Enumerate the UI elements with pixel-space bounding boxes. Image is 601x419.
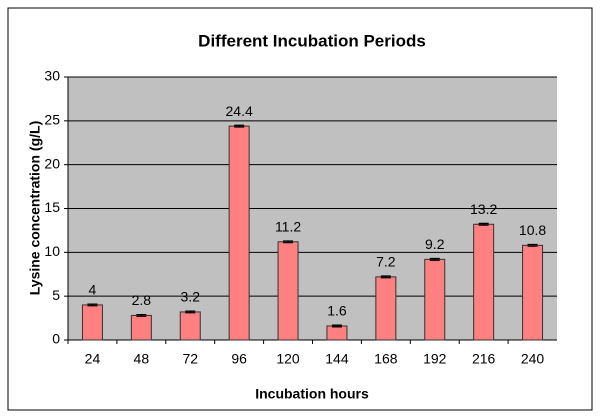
error-bar — [429, 257, 440, 261]
x-tick-label: 240 — [521, 351, 545, 367]
bar — [522, 244, 544, 341]
data-label: 24.4 — [226, 103, 253, 119]
bar — [375, 276, 397, 341]
x-tick-label: 192 — [423, 351, 447, 367]
data-label: 13.2 — [470, 201, 497, 217]
bar — [179, 311, 201, 341]
bar — [277, 241, 299, 341]
data-label: 4 — [89, 282, 97, 298]
x-tick-label: 168 — [374, 351, 398, 367]
y-tick-label: 30 — [44, 68, 60, 84]
error-bar — [331, 324, 342, 328]
chart-title: Different Incubation Periods — [198, 31, 426, 50]
bar — [130, 314, 152, 341]
data-label: 9.2 — [425, 236, 445, 252]
error-bar — [136, 313, 147, 317]
y-axis-title: Lysine concentration (g/L) — [27, 121, 43, 296]
data-label: 7.2 — [376, 254, 396, 270]
data-label: 1.6 — [327, 303, 347, 319]
y-tick-label: 5 — [52, 287, 60, 303]
bar — [473, 223, 495, 341]
y-tick-label: 20 — [44, 155, 60, 171]
y-tick-label: 25 — [44, 112, 60, 128]
bar — [228, 125, 250, 341]
bar — [81, 304, 103, 341]
error-bar — [527, 243, 538, 247]
x-tick-label: 24 — [85, 351, 101, 367]
x-axis-title: Incubation hours — [255, 386, 369, 402]
data-label: 2.8 — [132, 292, 152, 308]
y-tick-label: 0 — [52, 331, 60, 347]
error-bar — [478, 222, 489, 226]
error-bar — [283, 240, 294, 244]
data-label: 11.2 — [275, 219, 301, 235]
x-tick-label: 144 — [325, 351, 349, 367]
x-tick-label: 216 — [472, 351, 496, 367]
y-tick-label: 15 — [44, 199, 60, 215]
data-label: 10.8 — [519, 222, 546, 238]
error-bar — [380, 275, 391, 279]
x-tick-label: 48 — [134, 351, 150, 367]
y-tick-label: 10 — [44, 243, 60, 259]
error-bar — [234, 124, 245, 128]
error-bar — [87, 303, 98, 307]
x-tick-label: 96 — [231, 351, 247, 367]
error-bar — [185, 310, 196, 314]
data-label: 3.2 — [181, 289, 201, 305]
bar — [424, 258, 446, 341]
x-tick-label: 72 — [182, 351, 198, 367]
bar — [326, 325, 348, 341]
x-tick-label: 120 — [276, 351, 300, 367]
